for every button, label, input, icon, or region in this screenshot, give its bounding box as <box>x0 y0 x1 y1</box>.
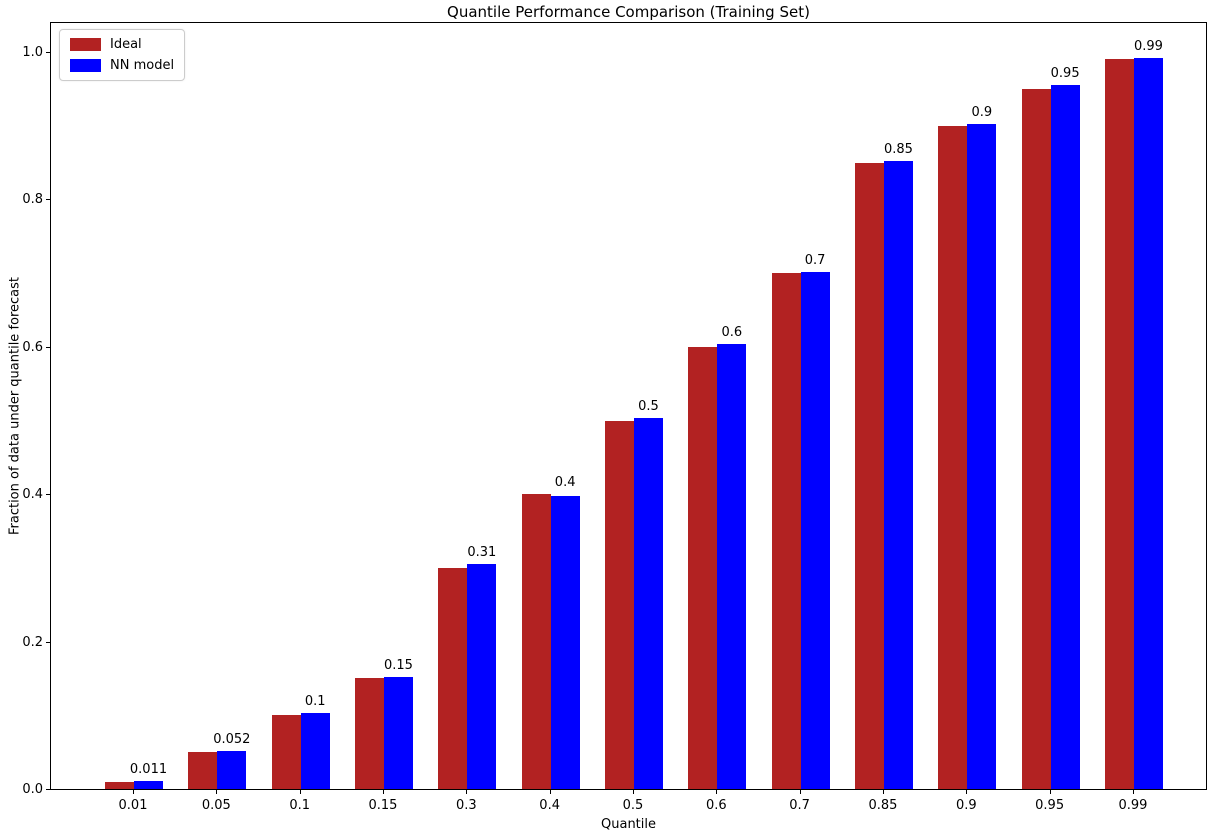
x-tick-label: 0.15 <box>368 798 398 813</box>
x-tick-mark <box>1132 790 1134 794</box>
bar-ideal <box>1104 59 1134 789</box>
y-tick-mark <box>46 199 50 201</box>
x-tick-label: 0.95 <box>1035 798 1065 813</box>
y-tick-mark <box>46 346 50 348</box>
x-tick-label: 0.6 <box>705 798 727 813</box>
bar-ideal <box>105 781 134 789</box>
bar-nn-model <box>467 564 497 789</box>
y-tick-mark <box>46 52 50 53</box>
legend-item-nn-model: NN model <box>70 58 174 73</box>
x-tick-mark <box>299 790 301 794</box>
x-tick-mark <box>716 790 718 794</box>
bar-nn-model <box>1133 57 1163 789</box>
legend-item-ideal: Ideal <box>70 37 174 52</box>
bar-nn-model <box>217 750 247 789</box>
bar-nn-model <box>967 123 997 789</box>
x-tick-mark <box>799 790 801 794</box>
legend-swatch-nn-model-icon <box>70 59 101 72</box>
plot-area: 0.011 0.052 0.1 0.15 0.31 0.4 0.5 0.6 0.7 0.85 0.9… <box>50 22 1207 790</box>
x-tick-label: 0.9 <box>955 798 977 813</box>
y-tick-label: 0.8 <box>22 192 43 208</box>
y-tick-label: 0.6 <box>22 339 43 355</box>
y-tick-label: 0.4 <box>22 487 43 503</box>
y-tick-mark <box>46 641 50 643</box>
x-tick-mark <box>466 790 468 794</box>
bar-value-label: 0.31 <box>467 545 497 561</box>
bar-ideal <box>438 567 468 789</box>
x-tick-label: 0.7 <box>789 798 810 813</box>
bar-ideal <box>188 752 218 789</box>
y-tick-mark <box>46 494 50 496</box>
legend: Ideal NN model <box>59 29 186 81</box>
x-tick-label: 0.85 <box>868 798 898 813</box>
bar-nn-model <box>717 343 747 789</box>
legend-label-ideal: Ideal <box>110 37 142 52</box>
y-tick-label: 1.0 <box>22 45 43 60</box>
bar-value-label: 0.99 <box>1133 38 1163 54</box>
bar-value-label: 0.9 <box>971 104 993 120</box>
bar-nn-model <box>1050 85 1080 789</box>
chart-title: Quantile Performance Comparison (Trainin… <box>447 3 810 21</box>
bar-ideal <box>521 494 551 789</box>
x-axis-label: Quantile <box>601 817 656 832</box>
bar-value-label: 0.15 <box>384 657 413 673</box>
bar-ideal <box>271 715 301 789</box>
legend-swatch-ideal-icon <box>70 38 101 51</box>
bar-ideal <box>354 678 384 789</box>
x-tick-label: 0.3 <box>455 798 477 813</box>
bar-value-label: 0.6 <box>721 324 743 340</box>
x-tick-label: 0.5 <box>622 798 644 813</box>
x-tick-mark <box>133 790 134 794</box>
bar-value-label: 0.052 <box>213 731 251 747</box>
legend-label-nn-model: NN model <box>110 58 175 73</box>
x-tick-mark <box>882 790 884 794</box>
x-tick-label: 0.99 <box>1118 798 1148 813</box>
x-tick-label: 0.05 <box>201 798 231 813</box>
bar-value-label: 0.5 <box>638 399 659 415</box>
bar-ideal <box>604 420 634 789</box>
x-tick-label: 0.4 <box>539 798 560 813</box>
x-tick-mark <box>382 790 384 794</box>
bar-ideal <box>771 273 801 789</box>
bar-value-label: 0.011 <box>129 761 168 777</box>
bar-nn-model <box>134 780 163 789</box>
bar-value-label: 0.4 <box>554 475 576 491</box>
bar-nn-model <box>800 272 830 789</box>
bar-ideal <box>938 125 968 789</box>
y-axis-label: Fraction of data under quantile forecast <box>7 276 23 536</box>
x-tick-label: 0.01 <box>118 798 148 813</box>
x-tick-mark <box>216 790 218 794</box>
bar-value-label: 0.95 <box>1050 66 1080 82</box>
bar-ideal <box>688 346 718 789</box>
bar-nn-model <box>633 418 663 789</box>
x-tick-mark <box>1049 790 1051 794</box>
bar-ideal <box>854 162 884 789</box>
y-tick-mark <box>46 789 50 790</box>
bar-nn-model <box>300 713 330 789</box>
x-tick-label: 0.1 <box>289 798 310 813</box>
bar-value-label: 0.7 <box>804 253 826 269</box>
y-tick-label: 0.2 <box>22 634 43 650</box>
bar-ideal <box>1021 88 1051 789</box>
x-tick-mark <box>632 790 634 794</box>
bar-nn-model <box>550 496 580 789</box>
bar-nn-model <box>883 161 913 789</box>
bar-nn-model <box>383 676 413 789</box>
bar-value-label: 0.85 <box>883 142 913 158</box>
x-tick-mark <box>966 790 968 794</box>
y-tick-label: 0.0 <box>22 782 43 797</box>
x-tick-mark <box>549 790 551 794</box>
bar-value-label: 0.1 <box>304 694 326 710</box>
